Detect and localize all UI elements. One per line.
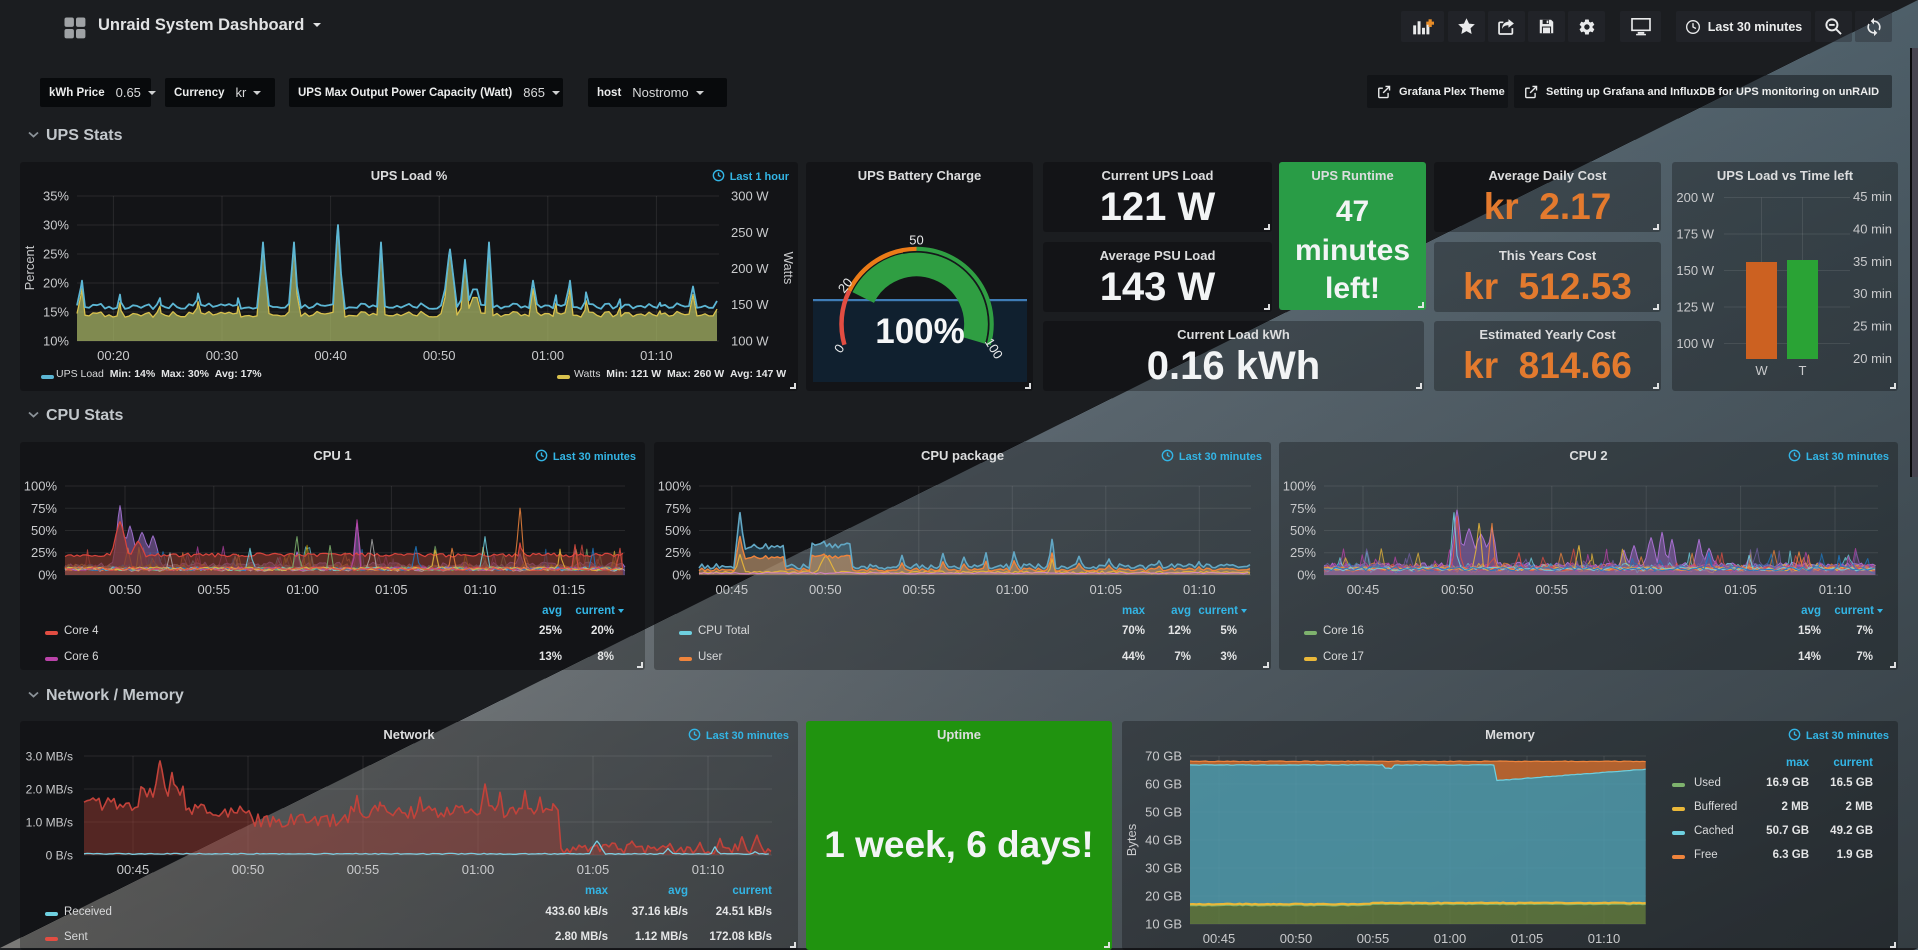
svg-text:150 W: 150 W <box>1676 263 1714 278</box>
svg-text:01:10: 01:10 <box>640 348 673 363</box>
svg-text:01:10: 01:10 <box>1183 582 1216 597</box>
svg-text:35 min: 35 min <box>1853 254 1892 269</box>
svg-text:15%: 15% <box>43 305 69 320</box>
svg-text:45 min: 45 min <box>1853 189 1892 204</box>
svg-text:250 W: 250 W <box>731 225 769 240</box>
svg-text:00:45: 00:45 <box>716 582 749 597</box>
svg-text:125 W: 125 W <box>1676 300 1714 315</box>
svg-text:00:40: 00:40 <box>314 348 347 363</box>
svg-text:00:55: 00:55 <box>1536 582 1569 597</box>
svg-text:01:05: 01:05 <box>1724 582 1757 597</box>
svg-text:00:50: 00:50 <box>232 862 265 877</box>
svg-text:01:10: 01:10 <box>692 862 725 877</box>
svg-text:01:00: 01:00 <box>1434 931 1467 946</box>
svg-text:30 min: 30 min <box>1853 286 1892 301</box>
svg-text:01:00: 01:00 <box>286 582 319 597</box>
svg-text:00:55: 00:55 <box>347 862 380 877</box>
svg-text:50%: 50% <box>665 523 691 538</box>
svg-text:00:45: 00:45 <box>1203 931 1236 946</box>
svg-text:00:55: 00:55 <box>1357 931 1390 946</box>
svg-text:20: 20 <box>835 275 856 296</box>
svg-text:01:05: 01:05 <box>577 862 610 877</box>
svg-text:50: 50 <box>909 232 923 247</box>
svg-text:100%: 100% <box>658 479 692 494</box>
svg-text:00:30: 00:30 <box>206 348 239 363</box>
svg-text:0%: 0% <box>38 568 57 583</box>
svg-text:200 W: 200 W <box>1676 190 1714 205</box>
svg-text:1.0 MB/s: 1.0 MB/s <box>26 816 73 830</box>
svg-text:Percent: Percent <box>22 245 37 290</box>
svg-text:100%: 100% <box>1283 479 1317 494</box>
svg-text:01:00: 01:00 <box>1630 582 1663 597</box>
svg-text:3.0 MB/s: 3.0 MB/s <box>26 750 73 764</box>
svg-text:0%: 0% <box>1297 568 1316 583</box>
svg-text:75%: 75% <box>31 501 57 516</box>
svg-text:0%: 0% <box>672 568 691 583</box>
svg-text:00:20: 00:20 <box>97 348 130 363</box>
svg-text:100%: 100% <box>24 479 58 494</box>
svg-text:00:50: 00:50 <box>109 582 142 597</box>
svg-text:20 min: 20 min <box>1853 351 1892 366</box>
svg-text:00:50: 00:50 <box>1441 582 1474 597</box>
svg-text:100%: 100% <box>875 312 965 351</box>
svg-text:01:10: 01:10 <box>1588 931 1621 946</box>
svg-text:35%: 35% <box>43 189 69 204</box>
svg-text:75%: 75% <box>665 501 691 516</box>
svg-text:01:00: 01:00 <box>532 348 565 363</box>
svg-text:30%: 30% <box>43 218 69 233</box>
svg-text:01:10: 01:10 <box>464 582 497 597</box>
svg-text:W: W <box>1755 363 1768 378</box>
svg-text:175 W: 175 W <box>1676 227 1714 242</box>
svg-text:00:55: 00:55 <box>198 582 231 597</box>
svg-text:100 W: 100 W <box>1676 336 1714 351</box>
svg-text:00:45: 00:45 <box>117 862 150 877</box>
svg-text:00:50: 00:50 <box>809 582 842 597</box>
svg-text:40 min: 40 min <box>1853 221 1892 236</box>
svg-text:01:05: 01:05 <box>1090 582 1123 597</box>
svg-text:75%: 75% <box>1290 501 1316 516</box>
svg-text:25%: 25% <box>665 545 691 560</box>
svg-text:25%: 25% <box>1290 545 1316 560</box>
svg-text:20%: 20% <box>43 276 69 291</box>
svg-text:00:50: 00:50 <box>423 348 456 363</box>
svg-text:Bytes: Bytes <box>1124 823 1139 856</box>
svg-text:70 GB: 70 GB <box>1145 749 1182 764</box>
svg-text:01:05: 01:05 <box>375 582 408 597</box>
svg-text:T: T <box>1799 363 1807 378</box>
svg-text:300 W: 300 W <box>731 189 769 204</box>
svg-text:01:00: 01:00 <box>996 582 1029 597</box>
svg-text:01:10: 01:10 <box>1819 582 1852 597</box>
svg-text:60 GB: 60 GB <box>1145 777 1182 792</box>
svg-text:50 GB: 50 GB <box>1145 805 1182 820</box>
svg-text:20 GB: 20 GB <box>1145 889 1182 904</box>
svg-text:30 GB: 30 GB <box>1145 861 1182 876</box>
svg-text:Watts: Watts <box>781 252 796 285</box>
svg-text:2.0 MB/s: 2.0 MB/s <box>26 783 73 797</box>
svg-text:50%: 50% <box>1290 523 1316 538</box>
svg-text:100 W: 100 W <box>731 334 769 349</box>
svg-text:01:15: 01:15 <box>553 582 586 597</box>
svg-text:25%: 25% <box>31 545 57 560</box>
svg-text:00:45: 00:45 <box>1347 582 1380 597</box>
svg-text:150 W: 150 W <box>731 297 769 312</box>
svg-text:00:55: 00:55 <box>903 582 936 597</box>
svg-text:0 B/s: 0 B/s <box>46 849 73 863</box>
svg-text:50%: 50% <box>31 523 57 538</box>
svg-text:01:00: 01:00 <box>462 862 495 877</box>
svg-text:10 GB: 10 GB <box>1145 917 1182 932</box>
svg-text:00:50: 00:50 <box>1280 931 1313 946</box>
svg-text:10%: 10% <box>43 334 69 349</box>
svg-text:40 GB: 40 GB <box>1145 833 1182 848</box>
svg-text:01:05: 01:05 <box>1511 931 1544 946</box>
svg-text:25%: 25% <box>43 247 69 262</box>
svg-text:200 W: 200 W <box>731 261 769 276</box>
svg-text:25 min: 25 min <box>1853 319 1892 334</box>
